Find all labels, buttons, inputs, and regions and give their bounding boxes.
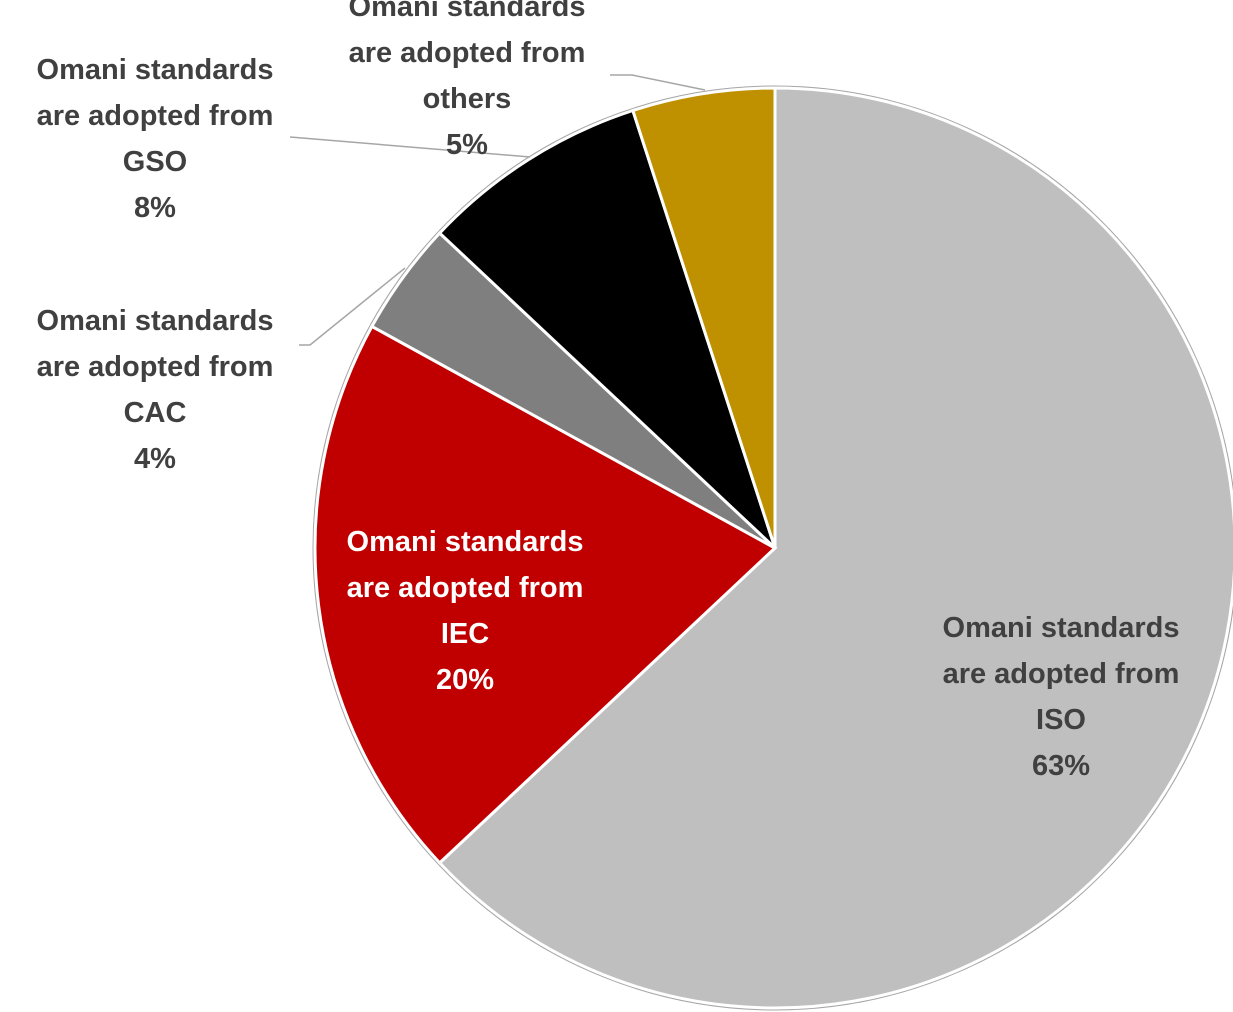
pie-slice [313,324,778,866]
leader-line [289,136,531,158]
leader-line [610,74,706,91]
slice-label-line: are adopted from [347,572,584,604]
pie-slices [313,86,1233,1010]
slice-label: Omani standards are adopted from CAC 4% [37,305,274,475]
leader-line [299,267,406,346]
slice-label: Omani standards are adopted from IEC 20% [347,526,584,696]
slice-label-line: ISO [1036,704,1086,736]
slice-label-line: CAC [124,397,187,429]
slice-value-label: 5% [446,129,488,161]
slice-label-line: Omani standards [37,305,274,337]
slice-label-line: Omani standards [347,526,584,558]
slice-value-label: 63% [1032,750,1090,782]
slice-label-line: Omani standards [349,0,586,23]
slice-label-line: GSO [123,146,187,178]
slice-label: Omani standards are adopted from ISO 63% [943,612,1180,782]
slice-labels: Omani standards are adopted from ISO 63%Oma… [37,0,1180,782]
pie-slice [630,86,777,549]
slice-label-line: others [423,83,512,115]
slice-label: Omani standards are adopted from GSO 8% [37,54,274,224]
slice-label-line: are adopted from [943,658,1180,690]
leader-lines [289,74,706,346]
pie-slice [437,108,777,550]
slice-label-line: are adopted from [37,100,274,132]
slice-label-line: Omani standards [943,612,1180,644]
slice-value-label: 8% [134,192,176,224]
slice-value-label: 4% [134,443,176,475]
slice-label: Omani standards are adopted from others 5% [349,0,586,161]
slice-label-line: IEC [441,618,489,650]
slice-value-label: 20% [436,664,494,696]
slice-label-line: are adopted from [349,37,586,69]
pie-slice [437,86,1233,1010]
slice-label-line: Omani standards [37,54,274,86]
slice-label-line: are adopted from [37,351,274,383]
